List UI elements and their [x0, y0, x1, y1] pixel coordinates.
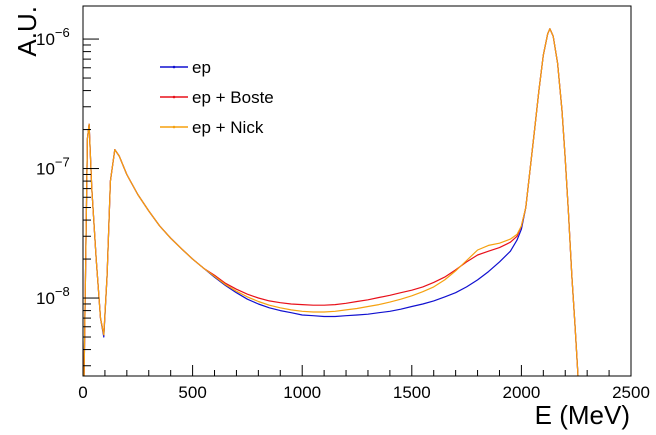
y-axis-title: A.U.: [12, 6, 42, 57]
plot-frame: [82, 5, 632, 377]
y-tick-exponent: −8: [55, 284, 70, 299]
legend-marker: [172, 65, 176, 69]
x-tick-label: 2500: [612, 383, 650, 402]
x-tick-label: 500: [178, 383, 206, 402]
legend: ep ep + Boste ep + Nick: [160, 58, 274, 137]
series-layer: [83, 28, 579, 377]
y-tick-exponent: −7: [55, 155, 70, 170]
legend-label: ep: [192, 58, 211, 77]
x-tick-label: 2000: [502, 383, 540, 402]
x-axis: 0 500 1000 1500 2000 2500: [78, 365, 650, 402]
y-tick-exponent: −6: [55, 25, 70, 40]
legend-label: ep + Boste: [192, 88, 274, 107]
series-line-2: [83, 28, 579, 377]
x-axis-title: E (MeV): [535, 400, 630, 430]
legend-marker: [172, 125, 176, 129]
x-tick-label: 1000: [283, 383, 321, 402]
legend-label: ep + Nick: [192, 118, 264, 137]
x-tick-label: 0: [78, 383, 87, 402]
legend-marker: [172, 95, 176, 99]
x-tick-label: 1500: [393, 383, 431, 402]
